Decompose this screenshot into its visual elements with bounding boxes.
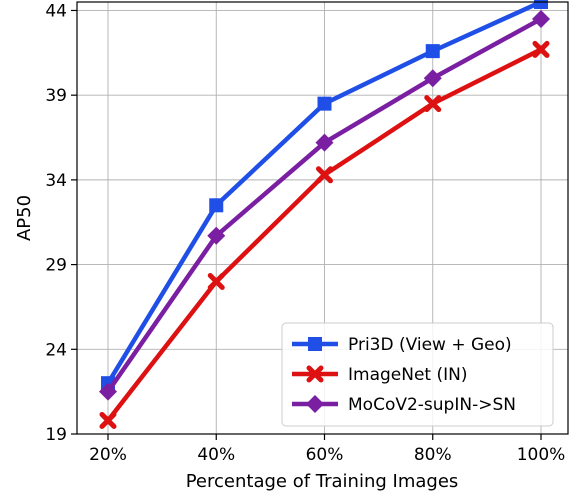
y-tick-label: 39 [45, 86, 67, 106]
series-layer [99, 0, 550, 429]
legend-item: ImageNet (IN) [292, 365, 467, 385]
y-tick-label: 24 [45, 340, 67, 360]
x-tick-label: 80% [414, 445, 452, 465]
data-point [316, 166, 333, 184]
legend-box [281, 322, 554, 427]
data-point [317, 96, 332, 111]
series-2 [99, 9, 550, 401]
legend-item: Pri3D (View + Geo) [292, 335, 512, 355]
data-point [207, 226, 226, 245]
series-1 [99, 40, 550, 429]
legend-label: MoCoV2-supIN->SN [348, 395, 516, 415]
data-point [425, 44, 440, 59]
x-axis-label: Percentage of Training Images [186, 471, 459, 492]
y-ticks: 19 24 29 34 39 44 [45, 1, 77, 445]
x-ticks: 20% 40% 60% 80% 100% [89, 434, 565, 465]
legend-item: MoCoV2-supIN->SN [292, 395, 516, 415]
data-point [99, 382, 117, 401]
legend-label: Pri3D (View + Geo) [348, 335, 512, 355]
legend-marker [306, 395, 324, 413]
data-point [534, 0, 548, 9]
legend-marker [306, 365, 324, 383]
data-point [423, 69, 442, 88]
y-tick-label: 34 [45, 171, 67, 191]
data-point [532, 9, 550, 28]
data-point [532, 40, 550, 58]
x-tick-label: 40% [197, 445, 235, 465]
y-tick-label: 29 [45, 256, 67, 276]
legend: Pri3D (View + Geo) ImageNet (IN) MoCoV2-su… [281, 322, 554, 427]
data-point [209, 198, 224, 213]
x-tick-label: 100% [517, 445, 566, 465]
legend-marker [308, 337, 322, 351]
data-point [207, 273, 225, 291]
x-tick-label: 60% [306, 445, 344, 465]
data-point [315, 133, 334, 152]
y-axis-label: AP50 [14, 195, 35, 241]
y-tick-label: 44 [45, 1, 67, 21]
plot-frame [76, 1, 569, 435]
y-tick-label: 19 [45, 425, 67, 445]
data-point [99, 411, 117, 429]
data-point [424, 95, 442, 113]
legend-label: ImageNet (IN) [348, 365, 467, 385]
x-tick-label: 20% [89, 445, 127, 465]
